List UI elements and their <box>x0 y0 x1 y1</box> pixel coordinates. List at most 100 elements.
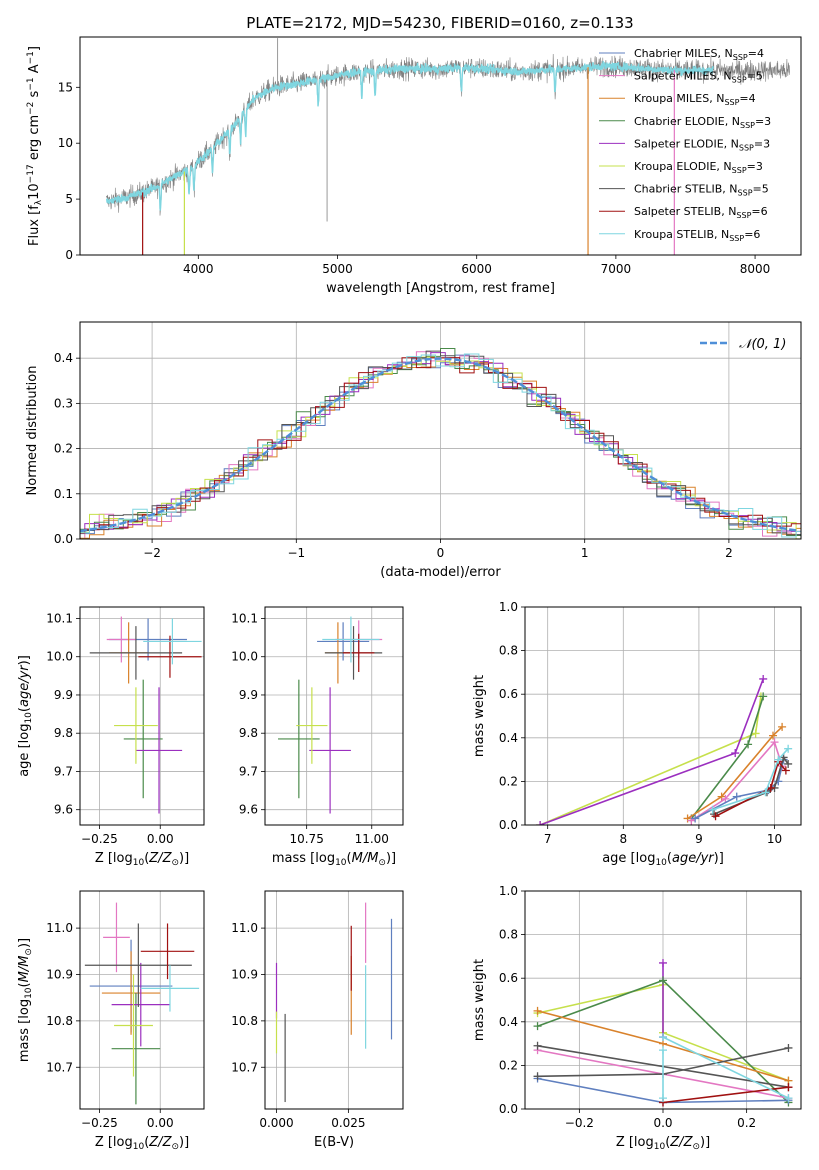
x-axis-label: Z [log10(Z/Z⊙)] <box>95 851 189 868</box>
label-fragment: ] <box>27 46 42 51</box>
x-tick-label-0: 7 <box>544 832 552 846</box>
label-fragment: −17 <box>26 164 36 183</box>
weight-series-Kroupa-STELIB-10 <box>659 1046 667 1103</box>
errorbar-Kroupa-STELIB <box>143 618 202 665</box>
plot-area <box>105 38 790 255</box>
weight-point <box>533 1022 542 1031</box>
label-fragment: ⊙ <box>24 948 34 956</box>
y-tick-label-5: 10.1 <box>231 611 258 625</box>
weight-point <box>784 1083 793 1092</box>
axes-frame <box>524 606 802 826</box>
weight-point <box>708 805 717 814</box>
legend-label-0: Chabrier MILES, NSSP=4 <box>634 47 764 62</box>
label-fragment: =5 <box>753 183 769 196</box>
label-fragment: M/M <box>17 956 32 983</box>
x-tick-label-2: 6000 <box>461 262 492 276</box>
y-axis-label: mass weight <box>472 959 487 1041</box>
y-tick-label-1: 0.1 <box>54 487 73 501</box>
weight-series-Chabrier-MILES-5 <box>691 755 788 823</box>
label-fragment: Z/Z <box>148 1135 172 1150</box>
y-tick-label-2: 0.2 <box>54 442 73 456</box>
plot-area <box>80 348 801 539</box>
weight-point <box>533 1041 542 1050</box>
axes-frame <box>79 36 802 256</box>
axes-frame <box>79 606 205 826</box>
legend-label-2: Kroupa MILES, NSSP=4 <box>634 92 756 107</box>
label-fragment: erg cm <box>27 115 42 164</box>
errorbar-Salpeter-MILES <box>106 616 136 663</box>
y-tick-label-3: 11.0 <box>231 921 258 935</box>
plot-area <box>536 674 793 825</box>
y-tick-label-3: 9.9 <box>239 688 258 702</box>
weight-point <box>744 740 753 749</box>
x-tick-label-1: 0.00 <box>147 1116 174 1130</box>
panel-spectrum: 4000 5000 6000 7000 8000 0 5 10 15 wavelength [An… <box>26 36 802 296</box>
weight-point <box>659 976 667 985</box>
errorbar-Kroupa-STELIB <box>140 965 200 1012</box>
label-fragment: SSP <box>732 166 747 175</box>
weight-point <box>659 1046 667 1055</box>
weight-point <box>533 1072 542 1081</box>
panel-residuals: −2 −1 0 1 2 0.0 0.1 0.2 0.3 0.4 (data-model)/error… <box>25 321 802 580</box>
label-fragment: 10 <box>24 712 34 724</box>
weight-point <box>778 722 787 731</box>
label-fragment: Chabrier MILES, N <box>634 47 733 60</box>
weight-point <box>711 812 720 821</box>
y-tick-label-1: 9.7 <box>239 764 258 778</box>
errorbar-Salpeter-STELIB <box>343 633 375 673</box>
label-fragment: age [log <box>602 851 655 866</box>
y-tick-label-2: 9.8 <box>54 726 73 740</box>
label-fragment: ⊙ <box>692 1142 700 1152</box>
x-axis-label: Z [log10(Z/Z⊙)] <box>616 1135 710 1152</box>
x-tick-label-1: 11.00 <box>355 832 389 846</box>
weight-point <box>536 821 545 825</box>
label-fragment: 10 <box>133 1142 145 1152</box>
x-tick-label-1: 0.00 <box>147 832 174 846</box>
errorbar-Salpeter-STELIB <box>138 635 202 678</box>
legend-label-8: Kroupa STELIB, NSSP=6 <box>634 228 760 243</box>
x-axis-label: age [log10(age/yr)] <box>602 851 724 868</box>
y-tick-label-3: 15 <box>58 80 73 94</box>
weight-point <box>691 814 700 823</box>
weight-line <box>712 748 789 811</box>
weight-line <box>539 696 762 825</box>
y-tick-label-1: 10.8 <box>46 1014 73 1028</box>
legend-label-5: Kroupa ELODIE, NSSP=3 <box>634 160 763 175</box>
label-fragment: )] <box>714 851 724 866</box>
weight-line <box>662 1086 789 1104</box>
x-tick-label-0: 4000 <box>183 262 214 276</box>
weight-point <box>721 794 730 803</box>
x-tick-label-1: 0.025 <box>331 1116 365 1130</box>
plot-area <box>275 902 393 1103</box>
label-fragment: s <box>27 90 42 101</box>
x-tick-label-2: 9 <box>695 832 703 846</box>
label-fragment: 10 <box>24 987 34 999</box>
label-fragment: ( <box>17 707 32 712</box>
label-fragment: =6 <box>751 205 767 218</box>
label-fragment: ⊙ <box>171 858 179 868</box>
histogram-Kroupa-MILES <box>80 357 801 539</box>
errorbar-Kroupa-ELODIE <box>114 974 153 1077</box>
weight-line <box>539 678 764 825</box>
errorbar-Kroupa-ELODIE <box>296 687 328 764</box>
weight-point <box>774 755 783 764</box>
label-fragment: 10 <box>27 183 42 200</box>
y-tick-label-3: 11.0 <box>46 921 73 935</box>
x-tick-label-1: −1 <box>287 546 305 560</box>
weight-line <box>715 760 787 818</box>
legend-label-1: Salpeter MILES, NSSP=5 <box>634 70 763 85</box>
label-fragment: SSP <box>738 189 753 198</box>
axes-frame <box>264 606 404 826</box>
label-fragment: )] <box>179 1135 189 1150</box>
legend-label-7: Salpeter STELIB, NSSP=6 <box>634 205 768 220</box>
y-tick-label-4: 0.8 <box>499 644 518 658</box>
errorbar-Salpeter-STELIB <box>140 923 195 980</box>
y-tick-label-5: 1.0 <box>499 884 518 898</box>
label-fragment: 10 <box>335 858 347 868</box>
label-fragment: ⊙ <box>378 858 386 868</box>
label-fragment: −2 <box>26 102 36 115</box>
y-axis-label: Flux [fλ10−17 erg cm−2 s−1 A−1] <box>26 46 44 246</box>
x-axis-label: Z [log10(Z/Z⊙)] <box>95 1135 189 1152</box>
label-fragment: SSP <box>739 143 754 152</box>
